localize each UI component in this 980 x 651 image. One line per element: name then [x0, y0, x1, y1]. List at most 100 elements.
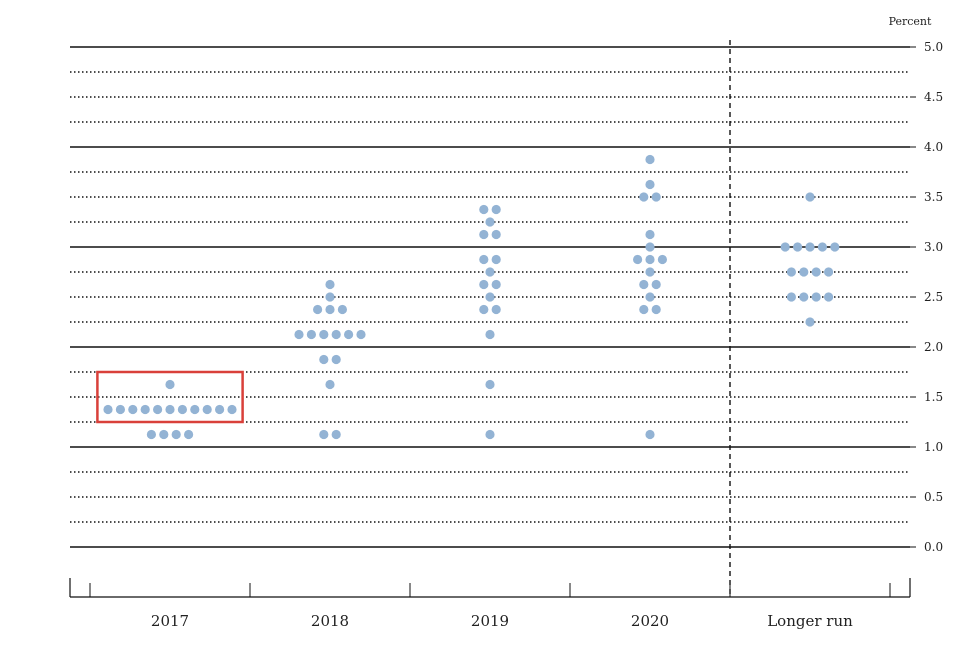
- dot: [645, 254, 655, 265]
- dot: [633, 254, 643, 265]
- dot: [793, 242, 803, 252]
- dot: [140, 404, 150, 415]
- dot: [824, 292, 834, 302]
- dot: [657, 254, 668, 265]
- dot: [651, 192, 661, 202]
- y-tick-label: 4.5: [924, 90, 943, 104]
- dot: [485, 379, 495, 390]
- dot: [805, 317, 815, 327]
- dot: [215, 404, 225, 415]
- dot: [319, 329, 329, 340]
- dot: [319, 429, 329, 440]
- dot: [485, 292, 495, 302]
- dot: [811, 267, 821, 277]
- dot: [491, 279, 501, 290]
- dot: [485, 217, 495, 227]
- dot: [780, 242, 790, 252]
- dot: [153, 404, 163, 415]
- dot: [805, 242, 815, 252]
- dot: [325, 304, 335, 315]
- dot: [325, 292, 335, 302]
- dot: [830, 242, 840, 252]
- y-tick-label: 4.0: [924, 140, 943, 154]
- dot: [817, 242, 828, 252]
- dot: [639, 304, 649, 315]
- dot: [177, 404, 187, 415]
- highlight-box: [96, 370, 244, 424]
- dot: [294, 329, 304, 340]
- dot: [799, 292, 809, 302]
- dot: [645, 292, 655, 302]
- dot: [331, 329, 341, 340]
- unit-label: Percent: [889, 15, 932, 28]
- dot: [651, 279, 661, 290]
- dot: [190, 404, 200, 415]
- dot: [485, 429, 495, 440]
- dot: [824, 267, 834, 277]
- dot: [331, 429, 341, 440]
- dot: [479, 204, 489, 215]
- dot: [313, 304, 323, 315]
- dot: [479, 304, 489, 315]
- dot: [202, 404, 212, 415]
- dot: [184, 429, 194, 440]
- dot: [645, 267, 655, 277]
- dot: [645, 242, 655, 252]
- y-tick-label: 5.0: [924, 40, 943, 54]
- dot: [799, 267, 809, 277]
- dot: [325, 279, 335, 290]
- y-tick-label: 1.5: [924, 390, 943, 404]
- y-tick-label: 0.0: [924, 540, 943, 554]
- dot: [645, 429, 655, 440]
- dot: [645, 154, 655, 165]
- x-category-label: 2018: [311, 612, 349, 630]
- dot: [491, 254, 501, 265]
- dot: [337, 304, 347, 315]
- dot: [479, 254, 489, 265]
- x-category-label: 2020: [631, 612, 669, 630]
- dot: [344, 329, 354, 340]
- dot: [479, 229, 489, 240]
- x-category-label: Longer run: [767, 612, 853, 630]
- dot: [479, 279, 489, 290]
- dot: [811, 292, 821, 302]
- dot: [645, 179, 655, 190]
- dot: [165, 379, 175, 390]
- dot: [319, 354, 329, 365]
- dot: [485, 329, 495, 340]
- dot: [491, 229, 501, 240]
- dot: [786, 292, 797, 302]
- dots-layer: [103, 154, 840, 440]
- dot: [227, 404, 237, 415]
- y-tick-label: 0.5: [924, 490, 943, 504]
- x-axis: 2017 2018 2019 2020 Longer run: [69, 578, 911, 630]
- dot: [128, 404, 138, 415]
- dot: [786, 267, 797, 277]
- y-tick-label: 3.0: [924, 240, 943, 254]
- highlight-box-layer: [96, 370, 244, 424]
- y-tick-label: 2.0: [924, 340, 943, 354]
- dot: [103, 404, 113, 415]
- dot: [645, 229, 655, 240]
- dot: [325, 379, 335, 390]
- dot: [805, 192, 815, 202]
- y-tick-label: 1.0: [924, 440, 943, 454]
- y-axis: 0.0 0.5 1.0 1.5 2.0 2.5 3.0 3.5 4.0 4.5 5.0: [910, 40, 943, 554]
- dot: [115, 404, 125, 415]
- dot: [331, 354, 341, 365]
- y-tick-label: 2.5: [924, 290, 943, 304]
- y-tick-label: 3.5: [924, 190, 943, 204]
- dot: [146, 429, 156, 440]
- dot: [485, 267, 495, 277]
- x-category-label: 2019: [471, 612, 509, 630]
- dot: [491, 304, 501, 315]
- dot: [639, 192, 649, 202]
- x-category-label: 2017: [151, 612, 189, 630]
- dot: [639, 279, 649, 290]
- dot: [171, 429, 181, 440]
- dot: [356, 329, 366, 340]
- dot: [651, 304, 661, 315]
- dot: [165, 404, 175, 415]
- dot: [491, 204, 501, 215]
